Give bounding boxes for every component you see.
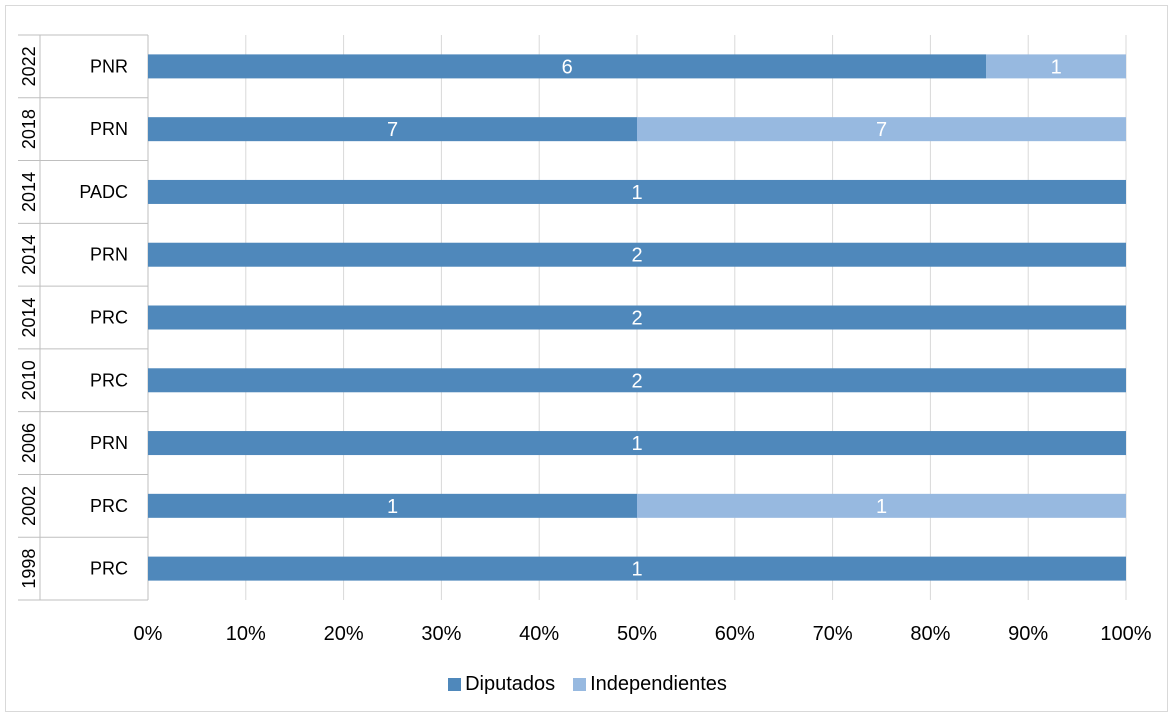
data-label: 6	[562, 56, 573, 78]
legend: Diputados Independientes	[0, 673, 1175, 696]
bar-diputados	[148, 556, 1126, 581]
legend-item-independientes: Independientes	[573, 673, 727, 696]
x-tick-label: 50%	[617, 623, 657, 645]
x-tick-label: 40%	[519, 623, 559, 645]
year-label: 2018	[19, 109, 39, 149]
category-label: PADC	[79, 182, 128, 202]
data-label: 0	[1126, 245, 1137, 267]
category-label: PRN	[90, 119, 128, 139]
data-label: 0	[1126, 370, 1137, 392]
legend-item-diputados: Diputados	[448, 673, 555, 696]
bar-diputados	[148, 117, 637, 142]
bar-independientes	[637, 493, 1126, 518]
category-label: PRC	[90, 496, 128, 516]
data-label: 0	[1126, 559, 1137, 581]
bar-diputados	[148, 179, 1126, 204]
legend-swatch-independientes	[573, 678, 587, 691]
bar-diputados	[148, 431, 1126, 456]
data-label: 0	[1126, 308, 1137, 330]
data-label: 7	[387, 119, 398, 141]
legend-swatch-diputados	[448, 678, 462, 691]
category-label: PRC	[90, 308, 128, 328]
bar-independientes	[637, 117, 1126, 142]
data-label: 1	[631, 433, 642, 455]
legend-label-independientes: Independientes	[590, 673, 727, 695]
year-label: 2002	[19, 486, 39, 526]
x-tick-label: 70%	[813, 623, 853, 645]
data-label: 1	[876, 496, 887, 518]
bar-diputados	[148, 368, 1126, 393]
x-tick-label: 20%	[324, 623, 364, 645]
data-label: 1	[631, 559, 642, 581]
data-label: 1	[387, 496, 398, 518]
legend-label-diputados: Diputados	[465, 673, 556, 695]
data-label: 1	[1051, 56, 1062, 78]
data-label: 2	[631, 245, 642, 267]
x-tick-label: 100%	[1100, 623, 1151, 645]
data-label: 0	[1126, 182, 1137, 204]
category-label: PRN	[90, 433, 128, 453]
year-label: 2014	[19, 297, 39, 337]
year-label: 2006	[19, 423, 39, 463]
x-tick-label: 60%	[715, 623, 755, 645]
year-label: 2022	[19, 46, 39, 86]
year-label: 2010	[19, 360, 39, 400]
data-label: 7	[876, 119, 887, 141]
category-label: PNR	[90, 56, 128, 76]
year-label: 2014	[19, 172, 39, 212]
category-label: PRN	[90, 245, 128, 265]
data-label: 2	[631, 308, 642, 330]
data-label: 1	[631, 182, 642, 204]
data-label: 0	[1126, 433, 1137, 455]
year-label: 2014	[19, 235, 39, 275]
bar-diputados	[148, 54, 987, 79]
category-label: PRC	[90, 559, 128, 579]
bar-diputados	[148, 305, 1126, 330]
bar-independientes	[986, 54, 1126, 79]
bar-diputados	[148, 493, 637, 518]
year-label: 1998	[19, 549, 39, 589]
x-tick-label: 30%	[421, 623, 461, 645]
data-label: 2	[631, 370, 642, 392]
x-tick-label: 10%	[226, 623, 266, 645]
bar-diputados	[148, 242, 1126, 267]
x-tick-label: 90%	[1008, 623, 1048, 645]
x-tick-label: 80%	[910, 623, 950, 645]
x-tick-label: 0%	[134, 623, 163, 645]
category-label: PRC	[90, 370, 128, 390]
